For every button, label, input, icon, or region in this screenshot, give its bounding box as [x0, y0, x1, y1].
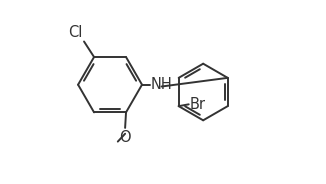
Text: NH: NH — [151, 77, 172, 92]
Text: O: O — [119, 130, 131, 145]
Text: Cl: Cl — [68, 25, 82, 40]
Text: Br: Br — [190, 97, 206, 112]
